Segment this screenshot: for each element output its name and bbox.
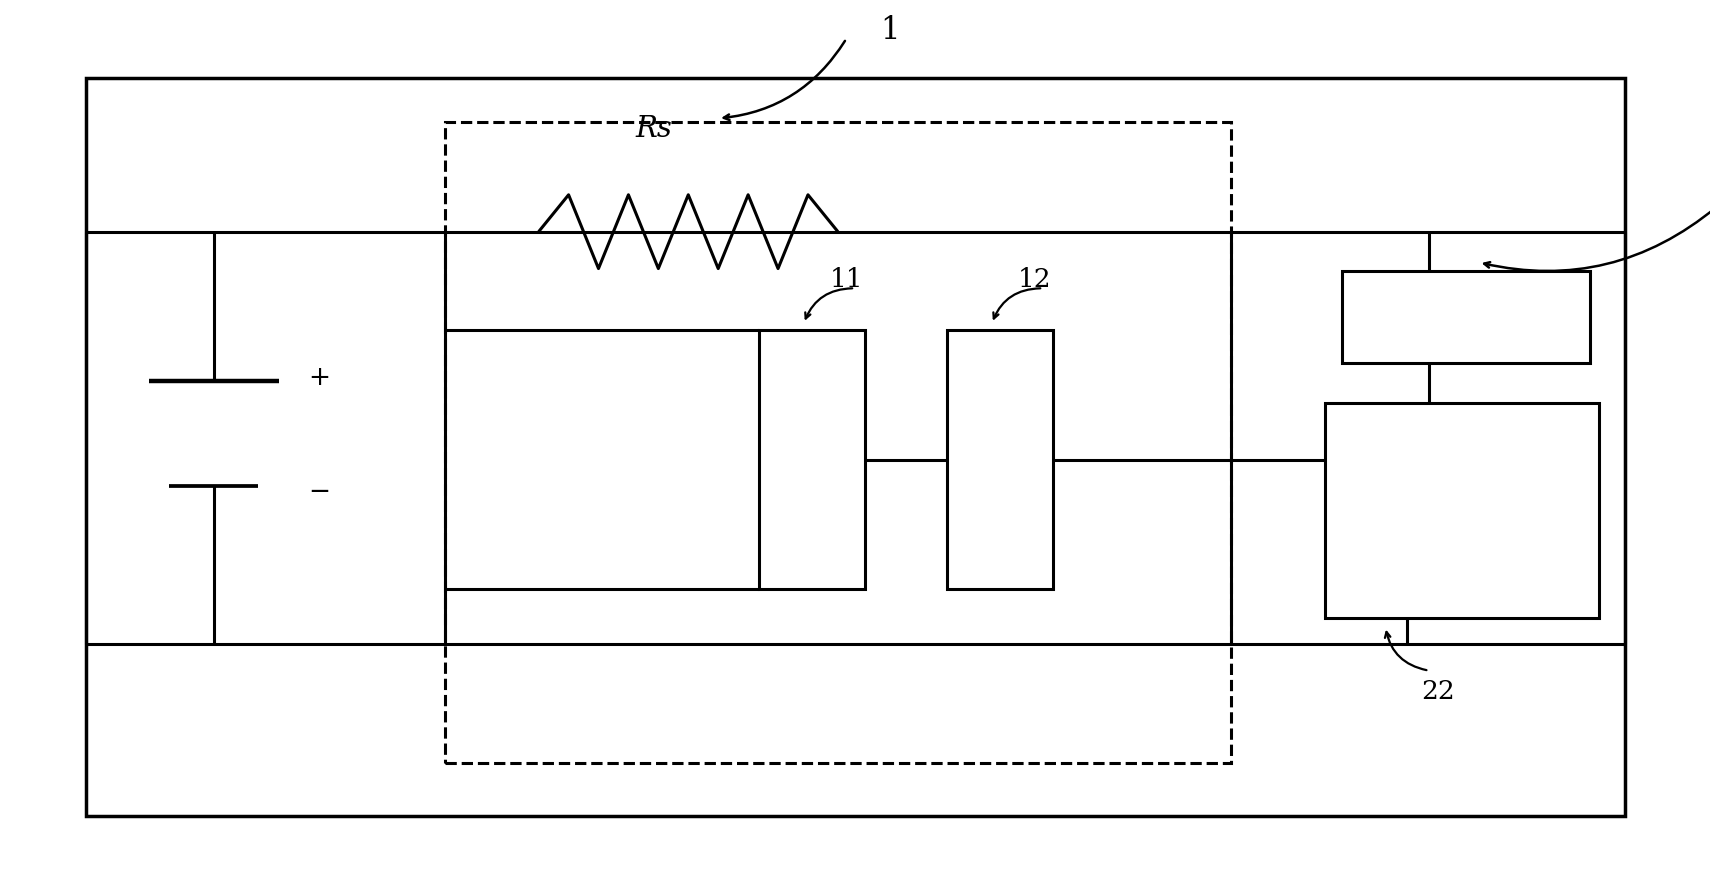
Text: 12: 12 [1017,267,1052,291]
Text: 22: 22 [1421,678,1455,702]
Bar [947,331,1053,589]
Bar [1342,272,1590,364]
Text: 11: 11 [829,267,864,291]
Text: Rs: Rs [636,115,672,143]
Bar [445,123,1231,763]
Bar [759,331,865,589]
Text: 1: 1 [881,15,899,46]
Text: +: + [308,364,330,390]
Bar [1325,403,1599,618]
Text: −: − [308,478,330,504]
Bar [86,79,1624,816]
